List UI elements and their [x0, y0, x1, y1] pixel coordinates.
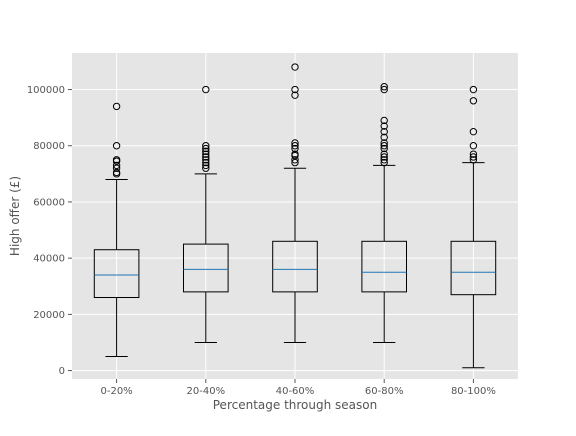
outlier-point — [202, 142, 210, 150]
box-40-60pct — [272, 63, 318, 343]
x-tick-label: 60-80% — [365, 386, 404, 397]
x-axis-label: Percentage through season — [213, 398, 377, 412]
outlier-point — [380, 85, 388, 94]
outlier-point — [469, 85, 478, 94]
x-tick-label: 80-100% — [451, 386, 496, 397]
outlier-point — [202, 164, 210, 172]
outlier-point — [380, 144, 388, 153]
outlier-point — [380, 158, 388, 167]
x-tick-label: 40-60% — [276, 386, 315, 397]
outlier-point — [202, 158, 210, 167]
y-tick-label: 20000 — [33, 310, 65, 321]
outlier-point — [469, 142, 478, 150]
outlier-point — [380, 153, 388, 161]
iqr-box — [361, 240, 407, 293]
outlier-point — [469, 127, 478, 136]
outlier-point — [469, 153, 478, 161]
outlier-point — [291, 156, 299, 164]
iqr-box — [450, 240, 497, 296]
outlier-point — [380, 127, 388, 136]
outlier-point — [291, 91, 299, 99]
iqr-box — [272, 240, 318, 293]
outlier-point — [291, 144, 299, 153]
outlier-point — [291, 158, 299, 167]
outlier-point — [380, 133, 388, 142]
x-axis-ticks: 0-20% 20-40% 40-60% 60-80% 80-100% — [100, 379, 496, 397]
outlier-point — [202, 156, 210, 164]
outlier-point — [380, 83, 388, 91]
box-60-80pct — [361, 83, 407, 343]
outlier-point — [380, 139, 388, 147]
y-axis-label: High offer (£) — [8, 176, 22, 256]
iqr-box — [93, 249, 140, 298]
outlier-point — [469, 156, 478, 164]
outlier-point — [202, 150, 210, 158]
outlier-point — [291, 139, 299, 147]
outlier-point — [380, 156, 388, 164]
outlier-point — [469, 150, 478, 158]
y-tick-label: 80000 — [33, 141, 65, 152]
outlier-point — [202, 147, 210, 156]
box-layer — [93, 63, 497, 369]
outlier-point — [380, 150, 388, 158]
y-tick-label: 60000 — [33, 197, 65, 208]
outlier-point — [112, 168, 121, 177]
outlier-point — [112, 142, 121, 150]
outlier-point — [291, 150, 299, 158]
x-tick-label: 0-20% — [100, 386, 132, 397]
outlier-point — [202, 153, 210, 161]
box-20-40pct — [183, 85, 229, 343]
y-tick-label: 0 — [59, 366, 65, 377]
outlier-point — [202, 161, 210, 170]
box-80-100pct — [450, 85, 497, 369]
outlier-point — [291, 85, 299, 94]
outlier-point — [380, 116, 388, 125]
y-tick-label: 100000 — [27, 85, 65, 96]
y-tick-label: 40000 — [33, 254, 65, 265]
outlier-point — [112, 156, 121, 164]
iqr-box — [183, 243, 229, 293]
outlier-point — [380, 122, 388, 130]
outlier-point — [112, 161, 121, 170]
box-0-20pct — [93, 102, 140, 358]
outlier-point — [112, 102, 121, 111]
outlier-point — [380, 142, 388, 150]
outlier-point — [202, 144, 210, 153]
outlier-point — [291, 142, 299, 150]
outlier-point — [291, 63, 299, 71]
outlier-point — [112, 164, 121, 172]
x-tick-label: 20-40% — [187, 386, 226, 397]
y-axis-ticks: 0 20000 40000 60000 80000 100000 — [27, 85, 72, 377]
outlier-point — [469, 97, 478, 105]
outlier-point — [202, 85, 210, 94]
